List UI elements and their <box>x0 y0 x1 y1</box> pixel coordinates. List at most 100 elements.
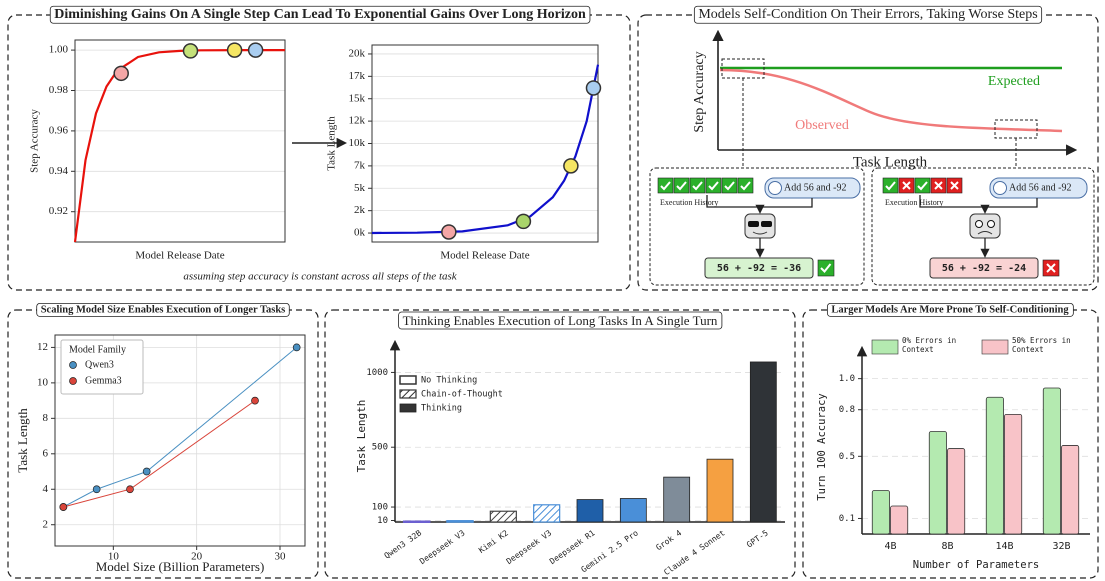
marker <box>247 42 264 58</box>
panel-box <box>7 14 631 291</box>
marker <box>585 80 602 96</box>
legend-label: Thinking <box>421 404 462 414</box>
plot-frame <box>371 44 599 243</box>
legend-swatch <box>399 375 417 385</box>
bar <box>947 448 966 535</box>
y-tick-label: 0.94 <box>49 165 69 177</box>
icon-glyph <box>902 181 911 190</box>
icon-glyph <box>692 181 703 191</box>
user-icon <box>993 181 1007 195</box>
x-tick-label: 8B <box>941 541 953 552</box>
prompt: Add 56 and -92 <box>784 182 847 193</box>
example-box <box>649 167 865 286</box>
arrow <box>760 198 813 208</box>
y-tick-label: 100 <box>372 503 388 513</box>
axis-label: Task Length <box>15 408 30 473</box>
legend-label: Chain-of-Thought <box>421 390 503 400</box>
axis-label: Model Release Date <box>135 250 224 262</box>
user-icon <box>768 181 782 195</box>
marker <box>515 213 532 230</box>
chart-title: Larger Models Are More Prone To Self-Con… <box>831 304 1069 315</box>
answer: 56 + -92 = -24 <box>942 263 1026 274</box>
panel-title: Models Self-Condition On Their Errors, T… <box>698 7 1037 22</box>
y-tick-label: 4 <box>43 483 49 495</box>
robot-eye <box>987 220 995 228</box>
check-icon <box>689 177 706 194</box>
robot-eye <box>975 220 983 228</box>
y-tick-label: 6 <box>43 447 49 459</box>
y-tick-label: 1.00 <box>49 44 69 56</box>
example: Add 56 and -92 Execution History 56 + -9… <box>885 177 1088 279</box>
legend-label: Qwen3 <box>85 359 114 370</box>
y-tick-label: 2k <box>354 204 366 216</box>
check-icon <box>657 177 674 194</box>
icon-glyph <box>724 181 735 191</box>
bar <box>446 520 474 523</box>
x-tick-label: Deepseek V3 <box>505 528 554 566</box>
x-tick-label: Qwen3 32B <box>383 528 424 560</box>
y-tick-label: 1.0 <box>839 374 855 384</box>
legend-title: Model Family <box>69 344 126 355</box>
icon-glyph <box>917 181 928 191</box>
axis-label: Task Length <box>853 154 928 170</box>
marker <box>113 65 129 82</box>
y-tick-label: 2 <box>43 518 49 530</box>
axis-label: Step Accuracy <box>692 51 707 132</box>
check-icon <box>882 177 899 194</box>
answer-box <box>929 257 1039 279</box>
bar <box>576 499 604 523</box>
legend-label-box: 50% Errors in Context <box>1012 336 1071 354</box>
x-tick-label: Kimi K2 <box>477 528 510 555</box>
x-tick-label: GPT-5 <box>745 528 770 549</box>
y-tick-label: 5k <box>354 182 366 194</box>
y-tick-label: 0.98 <box>49 84 69 96</box>
legend-swatch <box>871 339 899 355</box>
icon-glyph <box>950 181 959 190</box>
robot-mouth <box>752 231 768 235</box>
check-icon <box>673 177 690 194</box>
axis-label: Task Length <box>326 116 338 171</box>
x-tick-label: 14B <box>995 541 1013 552</box>
curve <box>73 49 285 243</box>
bar <box>619 498 647 523</box>
y-tick-label: 500 <box>372 443 388 453</box>
history-label: Execution History <box>885 198 943 207</box>
observed-label: Observed <box>795 118 849 133</box>
bar <box>1042 387 1061 535</box>
marker <box>441 224 457 240</box>
check-icon <box>705 177 722 194</box>
axis-label: Model Size (Billion Parameters) <box>96 559 265 574</box>
y-tick-label: 12k <box>349 115 366 127</box>
panel-box <box>802 309 1099 579</box>
bar <box>663 476 691 523</box>
legend-swatch <box>69 361 77 369</box>
robot <box>969 213 1001 239</box>
caption: assuming step accuracy is constant acros… <box>183 271 457 283</box>
title-bg <box>36 303 290 317</box>
marker <box>126 485 134 494</box>
robot-eye <box>761 221 772 227</box>
y-tick-label: 10 <box>377 516 388 526</box>
x-tick-label: 20 <box>191 551 203 563</box>
x-tick-label: 4B <box>884 541 896 552</box>
example-box <box>871 167 1095 286</box>
example: Add 56 and -92 Execution History 56 + -9… <box>660 177 861 279</box>
y-tick-label: 0.1 <box>839 514 855 524</box>
icon-glyph <box>740 181 751 191</box>
x-tick-label: 10 <box>108 551 120 563</box>
y-tick-label: 7k <box>354 159 366 171</box>
panel-title: Diminishing Gains On A Single Step Can L… <box>54 7 586 22</box>
curve <box>371 64 600 235</box>
title-bg <box>693 5 1043 24</box>
icon-glyph <box>934 181 943 190</box>
history-label: Execution History <box>660 198 718 207</box>
answer: 56 + -92 = -36 <box>717 263 801 274</box>
y-tick-label: 0k <box>354 227 366 239</box>
title-bg <box>398 311 723 330</box>
icon-glyph <box>708 181 719 191</box>
icon-glyph <box>660 181 671 191</box>
bar <box>985 396 1004 535</box>
bar <box>1061 445 1080 535</box>
y-tick-label: 12 <box>37 341 48 353</box>
